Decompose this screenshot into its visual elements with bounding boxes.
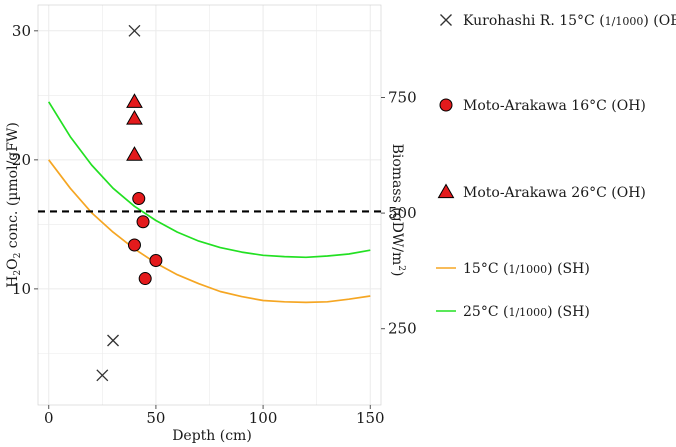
y-axis-title-right: Biomass (gDW/m2) xyxy=(389,144,406,277)
points xyxy=(96,24,163,382)
data-point xyxy=(126,110,143,125)
data-point xyxy=(128,24,141,37)
series-line xyxy=(48,159,371,304)
legend-label-tail: ) (SH) xyxy=(547,261,590,277)
marker-stroke xyxy=(107,334,119,347)
legend: Kurohashi R. 15°C (1/1000) (OB†) Moto-Ara… xyxy=(436,12,676,320)
legend-label-main: Moto-Arakawa 16°C (OH) xyxy=(463,98,646,114)
data-point xyxy=(127,238,141,252)
marker-stroke xyxy=(440,14,452,26)
data-point xyxy=(126,146,143,161)
y-axis-title-left: H2O2 conc. (µmol/gFW) xyxy=(5,122,23,288)
data-point xyxy=(437,183,455,199)
x-axis-title: Depth (cm) xyxy=(172,428,252,444)
legend-label-main: Moto-Arakawa 26°C (OH) xyxy=(463,185,646,201)
legend-label-tail: ) (SH) xyxy=(547,304,590,320)
y-left-tick-label: 30 xyxy=(12,22,31,40)
series-line xyxy=(47,101,371,259)
y-left-ticks: 10 20 30 xyxy=(12,22,38,298)
curves xyxy=(47,101,371,304)
y-right-ticks: 250 500 750 xyxy=(381,88,417,338)
legend-label: Moto-Arakawa 26°C (OH) xyxy=(463,185,646,201)
grid xyxy=(38,5,381,405)
y-left-tick-label: 20 xyxy=(12,151,31,169)
legend-label: 25°C (1/1000) (SH) xyxy=(463,304,590,320)
x-tick-label: 100 xyxy=(249,409,278,427)
data-point xyxy=(107,334,119,347)
legend-label-tail: ) (OB xyxy=(643,13,676,29)
plot-frame xyxy=(37,4,382,406)
data-point xyxy=(149,253,163,267)
legend-label: Kurohashi R. 15°C (1/1000) (OB†) xyxy=(463,12,676,29)
data-point xyxy=(126,93,143,108)
marker-stroke xyxy=(128,24,141,37)
x-tick-label: 150 xyxy=(356,409,385,427)
data-point xyxy=(96,369,109,382)
data-point xyxy=(136,215,150,229)
legend-label-main: Kurohashi R. 15°C ( xyxy=(463,13,605,29)
data-point xyxy=(138,272,152,286)
data-point xyxy=(439,98,453,112)
y-right-tick-label: 500 xyxy=(388,204,417,222)
x-tick-label: 50 xyxy=(146,409,165,427)
legend-label-main: 15°C ( xyxy=(463,261,508,277)
y-left-tick-label: 10 xyxy=(12,280,31,298)
legend-label: Moto-Arakawa 16°C (OH) xyxy=(463,98,646,114)
data-point xyxy=(132,192,146,206)
legend-label-fraction: 1/1000 xyxy=(605,15,644,28)
legend-label-fraction: 1/1000 xyxy=(508,263,547,276)
y-right-tick-label: 250 xyxy=(388,320,417,338)
legend-label-fraction: 1/1000 xyxy=(508,306,547,319)
marker-stroke xyxy=(96,369,109,382)
legend-label-main: 25°C ( xyxy=(463,304,508,320)
x-ticks: 0 50 100 150 xyxy=(44,405,385,427)
y-right-tick-label: 750 xyxy=(388,88,417,106)
legend-label: 15°C (1/1000) (SH) xyxy=(463,261,590,277)
data-point xyxy=(440,14,452,26)
x-tick-label: 0 xyxy=(44,409,54,427)
